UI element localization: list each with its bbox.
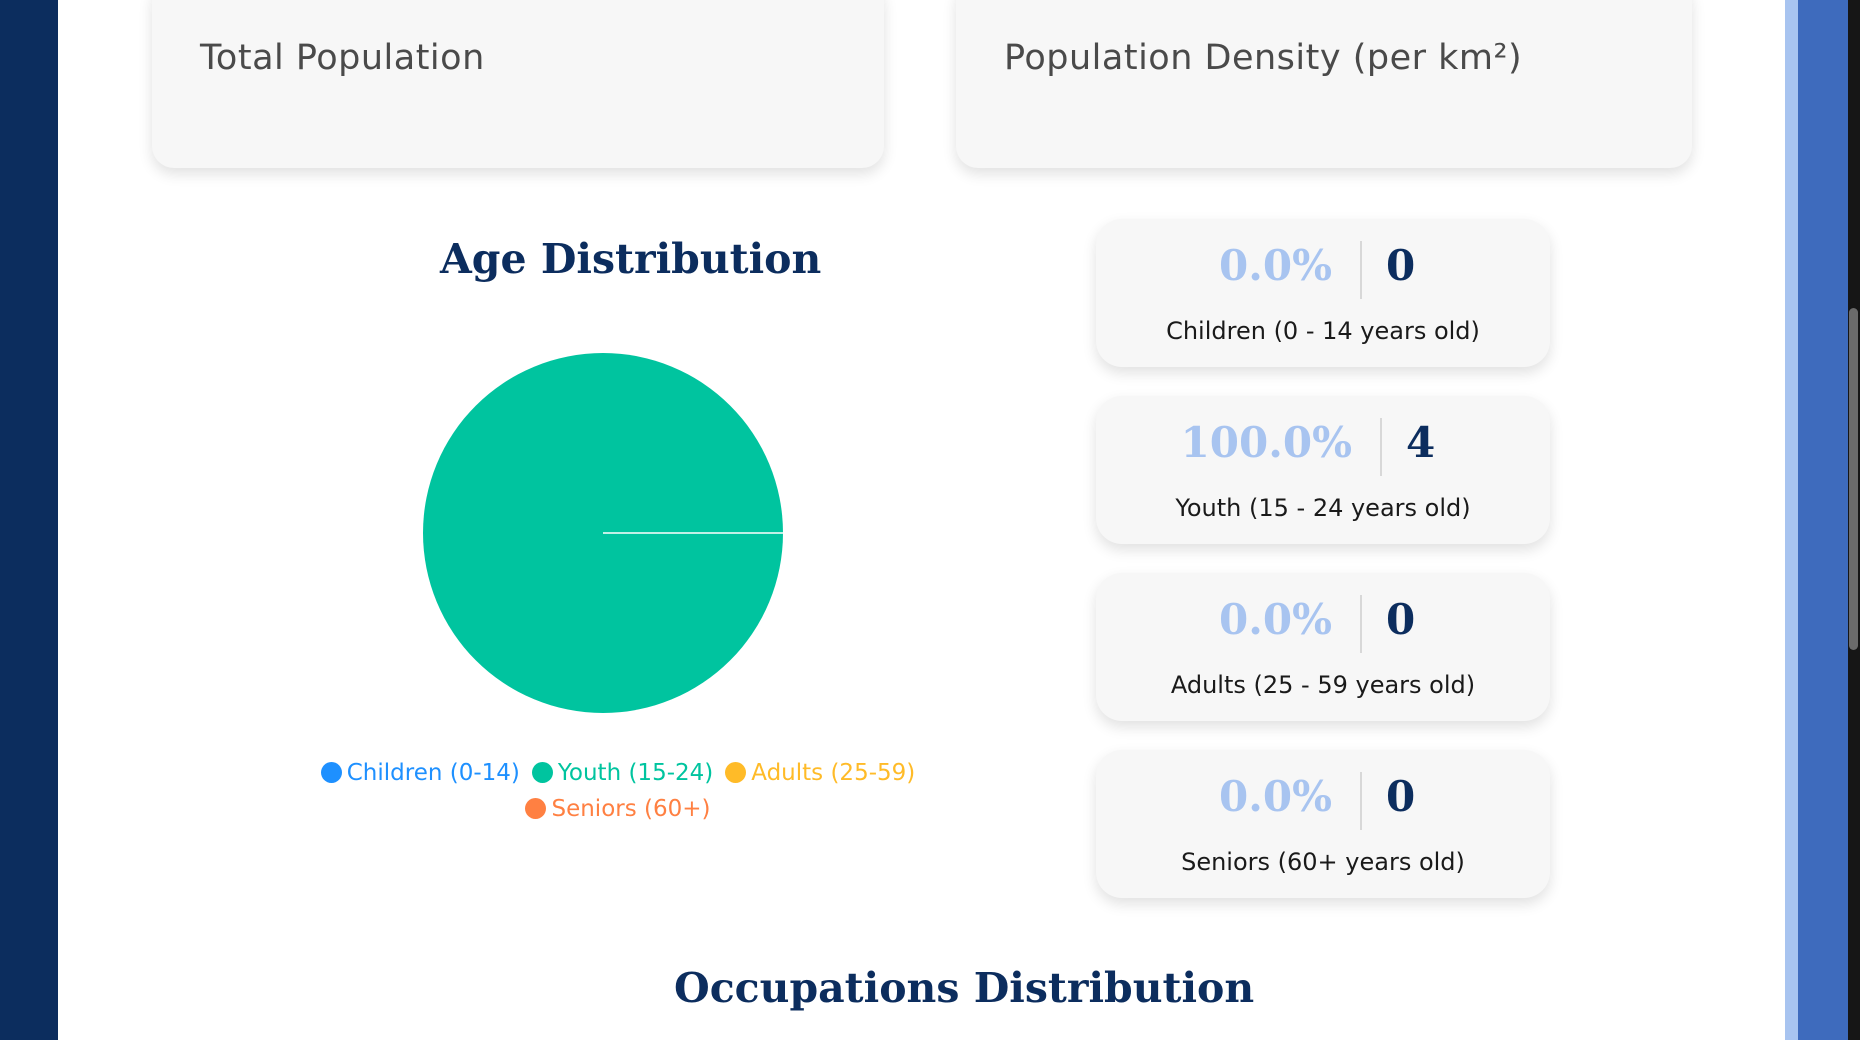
seniors-label: Seniors (60+ years old): [1181, 848, 1465, 876]
children-age-card: 0.0% 0 Children (0 - 14 years old): [1096, 219, 1550, 367]
legend-label: Seniors (60+): [551, 796, 711, 822]
occupations-distribution-title: Occupations Distribution: [674, 964, 1255, 1012]
children-percent: 0.0%: [1219, 241, 1332, 290]
youth-label: Youth (15 - 24 years old): [1175, 494, 1471, 522]
legend-item-seniors-60[interactable]: Seniors (60+): [525, 791, 711, 827]
age-pie-svg: [423, 353, 783, 713]
legend-item-children-0-14[interactable]: Children (0-14): [320, 755, 520, 791]
children-count: 0: [1386, 241, 1416, 290]
adults-count: 0: [1386, 595, 1416, 644]
card-divider: [1360, 595, 1362, 653]
seniors-age-card: 0.0% 0 Seniors (60+ years old): [1096, 750, 1550, 898]
legend-dot-icon: [531, 762, 553, 783]
total-population-card: Total Population: [152, 0, 884, 168]
legend-label: Youth (15-24): [557, 760, 714, 786]
seniors-count: 0: [1386, 772, 1416, 821]
scrollbar-thumb[interactable]: [1849, 308, 1858, 650]
left-frame-band: [0, 0, 58, 1040]
legend-label: Adults (25-59): [751, 760, 916, 786]
legend-item-youth-15-24[interactable]: Youth (15-24): [531, 755, 714, 791]
age-pie-chart: [422, 352, 784, 714]
population-density-label: Population Density (per km²): [1004, 38, 1523, 78]
adults-age-card: 0.0% 0 Adults (25 - 59 years old): [1096, 573, 1550, 721]
adults-percent: 0.0%: [1219, 595, 1332, 644]
youth-age-card: 100.0% 4 Youth (15 - 24 years old): [1096, 396, 1550, 544]
legend-dot-icon: [320, 762, 342, 783]
dashboard-page: Total Population Population Density (per…: [58, 0, 1785, 1040]
seniors-percent: 0.0%: [1219, 772, 1332, 821]
card-divider: [1380, 418, 1382, 476]
right-frame-strip: [1785, 0, 1798, 1040]
adults-label: Adults (25 - 59 years old): [1170, 671, 1476, 699]
card-divider: [1360, 772, 1362, 830]
legend-item-adults-25-59[interactable]: Adults (25-59): [725, 755, 915, 791]
youth-percent: 100.0%: [1180, 418, 1352, 467]
total-population-label: Total Population: [200, 38, 485, 78]
youth-count: 4: [1406, 418, 1436, 467]
right-frame-band: [1798, 0, 1848, 1040]
legend-dot-icon: [525, 798, 547, 819]
legend-dot-icon: [725, 762, 747, 783]
legend-label: Children (0-14): [346, 760, 520, 786]
card-divider: [1360, 241, 1362, 299]
population-density-card: Population Density (per km²): [956, 0, 1692, 168]
age-distribution-title: Age Distribution: [440, 235, 822, 283]
children-label: Children (0 - 14 years old): [1166, 317, 1480, 345]
age-chart-legend: Children (0-14) Youth (15-24) Adults (25-5…: [258, 755, 978, 827]
